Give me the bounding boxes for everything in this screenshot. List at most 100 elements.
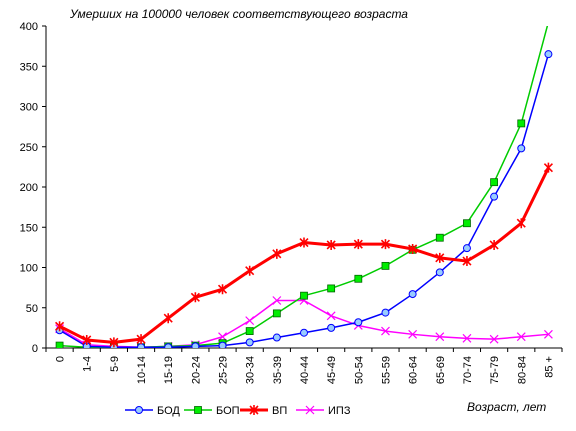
data-point	[462, 244, 471, 253]
data-point	[272, 248, 282, 259]
x-tick-label: 25-29	[218, 356, 230, 384]
legend-marker	[249, 405, 259, 415]
data-point	[408, 290, 417, 299]
data-point	[544, 50, 553, 59]
series-ИПЗ	[55, 296, 553, 348]
x-tick-label: 0	[55, 356, 67, 362]
legend-label: БОП	[216, 405, 240, 417]
x-tick-label: 75-79	[489, 356, 501, 384]
data-point	[543, 162, 553, 173]
data-point	[245, 327, 254, 335]
data-point	[163, 313, 173, 324]
legend: БОД БОП ВП ИПЗ	[125, 405, 351, 417]
series-layer	[55, 26, 553, 348]
legend-item: БОД	[125, 405, 180, 417]
data-point	[354, 318, 363, 327]
data-point	[435, 332, 445, 342]
x-tick-label: 50-54	[353, 356, 365, 384]
data-point	[327, 284, 336, 293]
data-point	[463, 219, 471, 228]
x-tick-label: 40-44	[299, 356, 311, 384]
data-point	[299, 237, 309, 248]
data-point	[217, 284, 228, 295]
y-tick-label: 300	[20, 102, 38, 114]
data-point	[543, 329, 553, 339]
data-point	[381, 326, 390, 336]
data-point	[462, 333, 472, 343]
legend-label: ИПЗ	[328, 405, 351, 417]
x-tick-label: 10-14	[136, 356, 148, 384]
y-tick-label: 250	[20, 142, 38, 154]
data-point	[218, 341, 227, 348]
data-point	[300, 291, 308, 300]
data-point	[191, 342, 200, 348]
x-axis-label: Возраст, лет	[467, 400, 546, 414]
x-tick-label: 65-69	[435, 356, 447, 384]
data-point	[326, 239, 336, 250]
x-tick-label: 20-24	[190, 356, 202, 384]
y-axis: 0 50 100 150 200 250 300 350 400	[20, 21, 46, 355]
data-point	[326, 311, 336, 321]
y-tick-label: 400	[20, 21, 38, 33]
y-tick-label: 0	[32, 343, 38, 355]
data-point	[137, 343, 146, 348]
data-point	[300, 328, 308, 337]
data-point	[489, 239, 499, 250]
legend-marker	[194, 406, 202, 414]
data-point	[190, 292, 200, 303]
series-ВП	[55, 162, 553, 348]
x-tick-label: 45-49	[326, 356, 338, 384]
x-tick-label: 80-84	[516, 356, 528, 384]
x-tick-label: 30-34	[245, 356, 257, 384]
x-tick-label: 5-9	[109, 356, 121, 372]
legend-label: БОД	[157, 405, 180, 417]
data-point	[327, 323, 336, 332]
legend-marker	[305, 405, 315, 415]
x-tick-label: 55-59	[380, 356, 392, 384]
x-tick-label: 60-64	[408, 356, 420, 384]
y-tick-label: 50	[26, 303, 38, 315]
data-point	[272, 296, 282, 305]
data-point	[517, 144, 526, 153]
data-point	[354, 274, 363, 283]
data-point	[136, 334, 146, 345]
series-БОП	[55, 26, 549, 348]
data-point	[380, 239, 391, 250]
data-point	[516, 218, 526, 229]
legend-marker	[135, 406, 143, 414]
data-point	[272, 309, 281, 318]
x-axis: 0 1-4 5-9 10-14 15-19 20-24 25-29 30-34 35-39 40-…	[45, 348, 563, 384]
x-tick-label: 70-74	[462, 356, 474, 384]
data-point	[490, 192, 499, 201]
x-tick-label: 85 +	[543, 356, 555, 378]
legend-label: ВП	[272, 405, 287, 417]
data-point	[272, 333, 281, 342]
data-point	[381, 261, 390, 270]
legend-item: ИПЗ	[296, 405, 351, 417]
data-point	[164, 343, 173, 348]
data-point	[245, 316, 255, 326]
series-line	[59, 53, 550, 348]
data-point	[408, 329, 418, 339]
data-point	[435, 252, 445, 263]
legend-item: ВП	[240, 405, 287, 417]
data-point	[55, 321, 65, 332]
series-line	[58, 167, 550, 344]
x-tick-label: 15-19	[163, 356, 175, 384]
data-point	[462, 256, 472, 267]
data-point	[435, 233, 444, 242]
y-tick-label: 100	[20, 263, 38, 275]
data-point	[245, 338, 254, 347]
data-point	[517, 119, 526, 128]
data-point	[408, 243, 418, 254]
data-point	[489, 334, 499, 344]
data-point	[82, 334, 92, 345]
data-point	[245, 265, 255, 276]
y-tick-label: 200	[20, 182, 38, 194]
x-tick-label: 35-39	[272, 356, 284, 384]
y-tick-label: 150	[20, 222, 38, 234]
data-point	[435, 268, 444, 277]
data-point	[353, 239, 363, 250]
data-point	[55, 341, 64, 348]
